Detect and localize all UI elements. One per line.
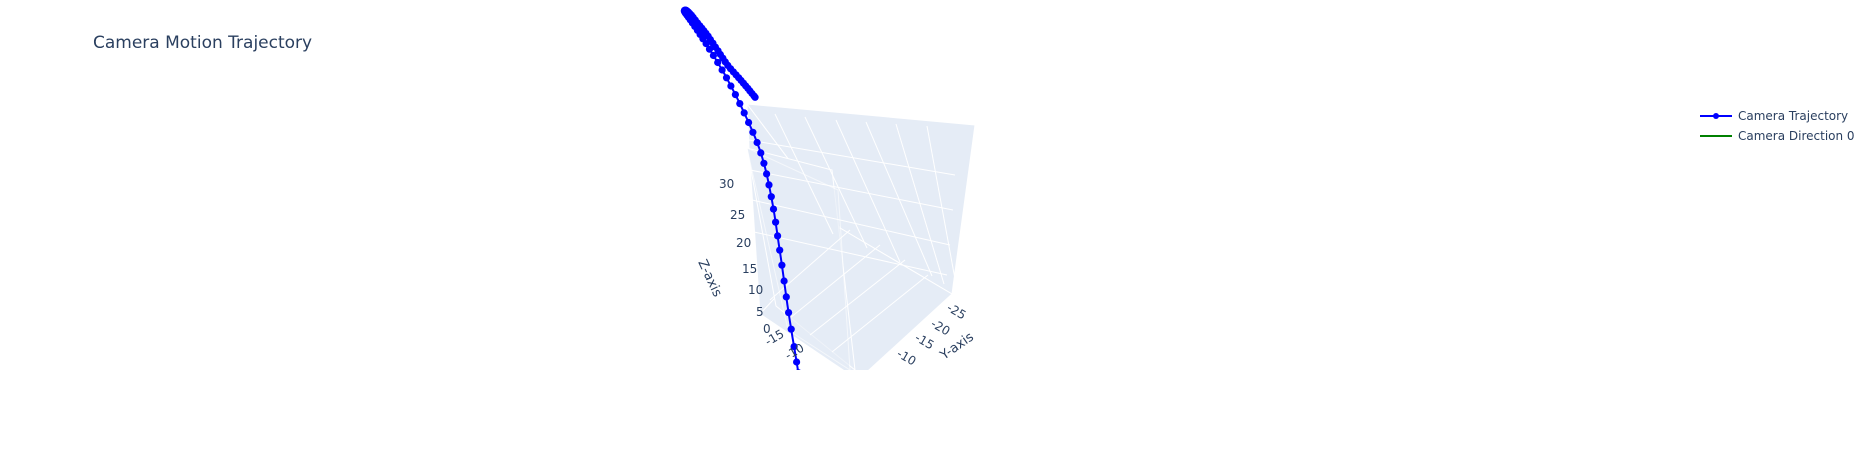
z-tick: 20 xyxy=(736,236,751,250)
gridline xyxy=(804,116,868,249)
z-axis-title: Z-axis xyxy=(694,257,724,299)
gridline xyxy=(751,199,951,246)
gridlines xyxy=(748,113,958,353)
gridline xyxy=(769,229,851,301)
trajectory-point xyxy=(787,325,795,333)
trajectory-point xyxy=(709,51,718,60)
gridline xyxy=(831,274,929,353)
trajectory-point xyxy=(749,128,757,136)
z-tick: 0 xyxy=(763,322,771,336)
legend-swatch-trajectory xyxy=(1700,113,1732,119)
z-tick: 5 xyxy=(756,305,764,319)
trajectory-point xyxy=(767,193,775,201)
trajectory-point xyxy=(751,93,759,101)
legend-item-trajectory[interactable]: Camera Trajectory xyxy=(1700,106,1855,126)
trajectory-point xyxy=(778,261,786,269)
trajectory-point xyxy=(740,109,748,117)
trajectory-point xyxy=(753,138,761,147)
trajectory-point xyxy=(722,74,731,82)
legend-label-trajectory: Camera Trajectory xyxy=(1738,109,1849,123)
trajectory-point xyxy=(731,91,740,99)
y-tick: -10 xyxy=(895,346,919,368)
gridline xyxy=(748,139,956,176)
trajectory-point xyxy=(769,205,778,213)
legend-item-direction[interactable]: Camera Direction 0 xyxy=(1700,126,1855,146)
legend: Camera Trajectory Camera Direction 0 xyxy=(1700,106,1855,146)
z-tick: 30 xyxy=(719,177,734,191)
trajectory-point xyxy=(714,58,722,67)
trajectory-point xyxy=(765,181,773,189)
z-tick: 10 xyxy=(748,283,763,297)
gridline xyxy=(809,259,906,336)
trajectory-point xyxy=(796,369,801,370)
gridline xyxy=(774,113,834,235)
y-tick: -20 xyxy=(929,316,953,338)
trajectory-point xyxy=(757,149,765,157)
y-tick: -15 xyxy=(913,330,937,352)
trajectory-point xyxy=(772,218,780,226)
y-tick: -25 xyxy=(945,300,969,322)
trajectory-point xyxy=(776,246,784,254)
trajectory-point xyxy=(736,100,744,108)
gridline xyxy=(789,244,881,319)
trajectory-point xyxy=(760,159,768,167)
trajectory-point xyxy=(790,343,798,351)
z-tick: 15 xyxy=(742,262,757,276)
trajectory-points xyxy=(680,6,801,370)
legend-label-direction: Camera Direction 0 xyxy=(1738,129,1855,143)
gridline xyxy=(749,169,954,211)
legend-swatch-direction xyxy=(1700,135,1732,137)
trajectory-point xyxy=(785,309,793,317)
chart-title: Camera Motion Trajectory xyxy=(93,33,313,53)
trajectory-point xyxy=(763,170,771,178)
z-tick: 25 xyxy=(730,208,745,222)
trajectory-point xyxy=(718,66,726,74)
trajectory-point xyxy=(745,118,753,127)
z-ticks: 30 25 20 15 10 5 0 xyxy=(719,177,771,336)
trajectory-point xyxy=(782,293,790,301)
trajectory-point xyxy=(793,358,801,366)
trajectory-point xyxy=(705,45,714,53)
gridline xyxy=(753,231,948,276)
gridline xyxy=(835,119,901,263)
trajectory-point xyxy=(780,277,788,285)
trajectory-point xyxy=(727,82,735,90)
trajectory-point xyxy=(774,232,782,240)
x-tick: -10 xyxy=(783,341,807,363)
